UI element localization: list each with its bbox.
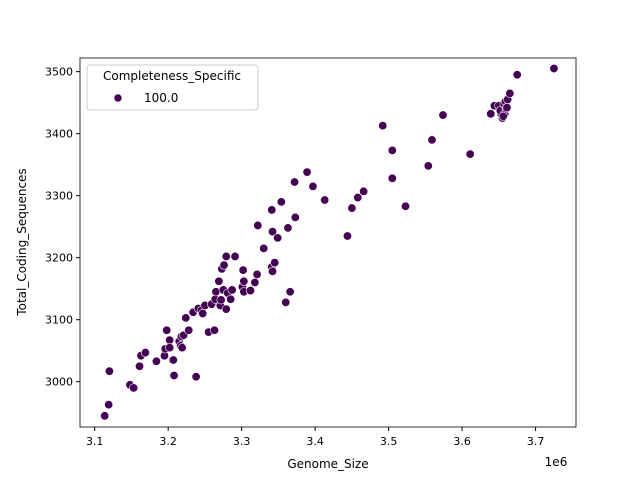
data-point [290,212,300,222]
data-point [168,355,178,365]
data-point [100,411,110,421]
y-axis: 3000 3100 3200 3300 3400 3500 [45,66,80,389]
data-point [214,276,224,286]
legend-marker [113,93,123,103]
data-point [276,197,286,207]
y-tick-label: 3200 [45,252,73,265]
data-point [239,276,249,286]
data-point [353,193,363,203]
data-point [211,287,221,297]
data-point [129,383,139,393]
data-point [387,173,397,183]
data-point [268,266,278,276]
y-axis-label: Total_Coding_Sequences [15,168,29,316]
x-axis: 3.1 3.2 3.3 3.4 3.5 3.6 3.7 [86,427,544,448]
data-point [498,111,508,121]
data-point [216,295,226,305]
x-axis-label: Genome_Size [287,457,368,471]
y-tick-label: 3000 [45,376,73,389]
data-point [512,70,522,80]
legend-entry-label: 100.0 [144,91,178,105]
data-point [267,205,277,215]
data-point [290,177,300,187]
data-point [227,285,237,295]
data-point [502,103,512,113]
data-point [219,260,229,270]
x-tick-label: 3.2 [159,435,177,448]
points-layer [100,64,559,421]
data-point [162,325,172,335]
data-point [184,325,194,335]
x-tick-label: 3.7 [527,435,545,448]
data-point [320,195,330,205]
data-point [378,121,388,131]
data-point [505,88,515,98]
data-point [252,269,262,279]
data-point [465,149,475,159]
data-point [285,287,295,297]
y-tick-label: 3400 [45,128,73,141]
x-axis-offset: 1e6 [545,455,568,469]
data-point [281,297,291,307]
data-point [245,286,255,296]
data-point [169,371,179,381]
x-tick-label: 3.6 [453,435,471,448]
data-point [140,348,150,358]
data-point [104,366,114,376]
data-point [486,109,496,119]
data-point [165,343,175,353]
data-point [177,343,187,353]
x-tick-label: 3.3 [233,435,251,448]
data-point [387,145,397,155]
legend: Completeness_Specific 100.0 [86,64,259,111]
data-point [209,325,219,335]
data-point [268,227,278,237]
data-point [273,233,283,243]
data-point [549,64,559,74]
plot-frame [79,57,577,428]
y-tick-label: 3100 [45,314,73,327]
data-point [238,265,248,275]
data-point [283,223,293,233]
data-point [198,309,208,319]
data-point [253,220,263,230]
data-point [135,361,145,371]
data-point [427,135,437,145]
data-point [165,335,175,345]
x-tick-label: 3.4 [306,435,324,448]
data-point [308,181,318,191]
data-point [221,304,231,314]
data-point [221,251,231,261]
y-tick-label: 3300 [45,190,73,203]
x-tick-label: 3.1 [86,435,104,448]
data-point [226,294,236,304]
data-point [302,167,312,177]
x-tick-label: 3.5 [380,435,398,448]
data-point [342,231,352,241]
data-point [259,243,269,253]
data-point [401,201,411,211]
data-point [250,278,260,288]
legend-title: Completeness_Specific [103,69,241,83]
legend-box [86,64,259,111]
data-point [438,110,448,120]
data-point [191,372,201,382]
data-point [230,251,240,261]
data-point [181,313,191,323]
data-point [347,203,357,213]
data-point [151,356,161,366]
data-point [423,161,433,171]
data-point [359,186,369,196]
y-tick-label: 3500 [45,66,73,79]
data-point [104,400,114,410]
data-point [270,258,280,268]
